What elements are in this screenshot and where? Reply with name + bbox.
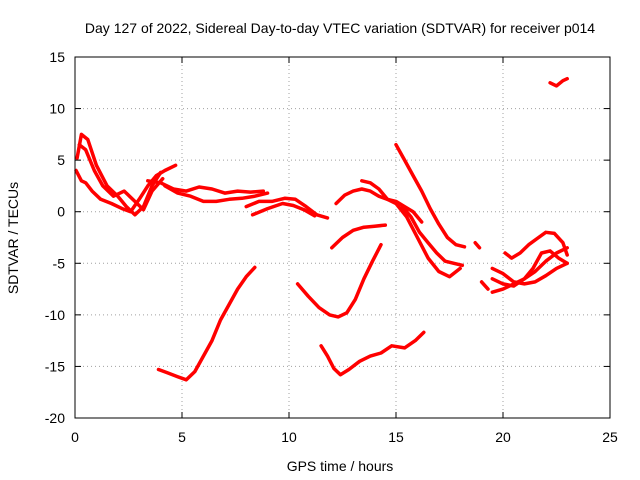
series-layer	[76, 79, 567, 380]
y-tick-label: 5	[57, 152, 65, 168]
y-tick-label: -15	[45, 358, 65, 374]
series-line-arc-10	[321, 332, 424, 374]
series-line-arc-8	[159, 267, 255, 379]
x-tick-label: 0	[71, 429, 79, 445]
y-tick-label: 10	[49, 101, 65, 117]
x-tick-label: 25	[602, 429, 618, 445]
chart: Day 127 of 2022, Sidereal Day-to-day VTE…	[0, 0, 640, 480]
series-line-arc-20	[482, 282, 488, 289]
series-line-arc-22	[550, 79, 567, 86]
y-tick-label: 15	[49, 49, 65, 65]
chart-title: Day 127 of 2022, Sidereal Day-to-day VTE…	[85, 20, 595, 36]
y-tick-label: -20	[45, 410, 65, 426]
series-line-arc-16	[475, 243, 479, 248]
y-tick-label: 0	[57, 204, 65, 220]
series-line-arc-14	[396, 145, 465, 247]
y-tick-label: -5	[53, 255, 66, 271]
x-tick-label: 20	[495, 429, 511, 445]
y-tick-label: -10	[45, 307, 65, 323]
x-axis-label: GPS time / hours	[287, 458, 394, 474]
x-tick-label: 5	[178, 429, 186, 445]
series-line-arc-11	[332, 225, 386, 248]
x-tick-label: 15	[388, 429, 404, 445]
series-line-arc-9	[298, 245, 381, 317]
y-axis-label: SDTVAR / TECUs	[5, 182, 21, 294]
x-tick-label: 10	[281, 429, 297, 445]
